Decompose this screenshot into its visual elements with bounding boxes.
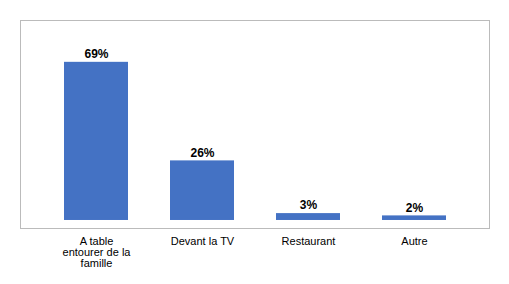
svg-text:Devant la TV: Devant la TV bbox=[171, 235, 235, 247]
svg-text:69%: 69% bbox=[84, 47, 108, 61]
svg-text:2%: 2% bbox=[406, 201, 424, 215]
svg-text:A tableentourer de lafamille: A tableentourer de lafamille bbox=[63, 235, 132, 269]
svg-text:Autre: Autre bbox=[401, 235, 427, 247]
svg-text:Restaurant: Restaurant bbox=[282, 235, 336, 247]
svg-text:26%: 26% bbox=[190, 146, 214, 160]
svg-text:3%: 3% bbox=[300, 198, 318, 212]
